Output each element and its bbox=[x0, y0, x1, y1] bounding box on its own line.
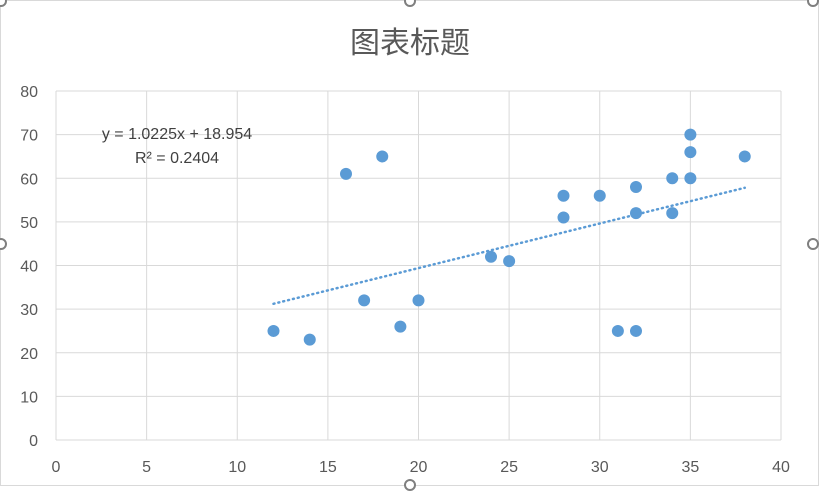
data-point[interactable] bbox=[376, 150, 389, 163]
y-tick-label: 30 bbox=[20, 302, 38, 319]
data-point[interactable] bbox=[684, 128, 697, 141]
y-tick-label: 40 bbox=[20, 259, 38, 276]
trendline-r-squared: R² = 0.2404 bbox=[135, 150, 219, 167]
data-points bbox=[267, 128, 751, 346]
data-point[interactable] bbox=[412, 294, 425, 307]
data-point[interactable] bbox=[684, 146, 697, 159]
x-tick-label: 5 bbox=[142, 459, 151, 476]
resize-handle-top-right[interactable] bbox=[807, 0, 819, 7]
data-point[interactable] bbox=[485, 250, 497, 263]
gridlines bbox=[55, 90, 782, 441]
data-point[interactable] bbox=[630, 207, 642, 220]
chart-title: 图表标题 bbox=[350, 27, 470, 60]
data-point[interactable] bbox=[630, 180, 642, 193]
x-tick-label: 40 bbox=[772, 459, 790, 476]
y-axis-ticks: 0 10 20 30 40 50 60 70 80 bbox=[20, 84, 38, 450]
y-tick-label: 0 bbox=[29, 433, 38, 450]
trendline-equation: y = 1.0225x + 18.954 bbox=[102, 126, 252, 143]
data-point[interactable] bbox=[557, 189, 570, 202]
x-tick-label: 15 bbox=[319, 459, 337, 476]
x-tick-label: 30 bbox=[591, 459, 609, 476]
y-tick-label: 10 bbox=[20, 389, 38, 406]
resize-handle-middle-left[interactable] bbox=[0, 238, 7, 250]
resize-handle-top-middle[interactable] bbox=[404, 0, 416, 7]
y-tick-label: 20 bbox=[20, 346, 38, 363]
trendline bbox=[272, 186, 746, 306]
data-point[interactable] bbox=[666, 172, 679, 185]
x-tick-label: 20 bbox=[410, 459, 428, 476]
x-tick-label: 10 bbox=[228, 459, 246, 476]
resize-handle-middle-right[interactable] bbox=[807, 238, 819, 250]
data-point[interactable] bbox=[503, 255, 516, 268]
data-point[interactable] bbox=[666, 207, 679, 220]
y-tick-label: 70 bbox=[20, 128, 38, 145]
trendline-group bbox=[272, 186, 746, 306]
x-tick-label: 35 bbox=[681, 459, 699, 476]
data-point[interactable] bbox=[557, 211, 570, 224]
data-point[interactable] bbox=[593, 189, 606, 202]
data-point[interactable] bbox=[630, 324, 642, 337]
x-tick-label: 25 bbox=[500, 459, 518, 476]
resize-handle-top-left[interactable] bbox=[0, 0, 7, 7]
y-tick-label: 80 bbox=[20, 84, 38, 101]
resize-handle-bottom-middle[interactable] bbox=[404, 479, 416, 491]
data-point[interactable] bbox=[394, 320, 407, 333]
x-tick-label: 0 bbox=[52, 459, 61, 476]
data-point[interactable] bbox=[303, 333, 316, 346]
y-tick-label: 60 bbox=[20, 171, 38, 188]
data-point[interactable] bbox=[340, 167, 352, 180]
x-axis-ticks: 0 5 10 15 20 25 30 35 40 bbox=[52, 459, 790, 476]
data-point[interactable] bbox=[611, 324, 624, 337]
data-point[interactable] bbox=[684, 172, 697, 185]
data-point[interactable] bbox=[358, 294, 371, 307]
data-point[interactable] bbox=[267, 324, 280, 337]
data-point[interactable] bbox=[738, 150, 751, 163]
y-tick-label: 50 bbox=[20, 215, 38, 232]
